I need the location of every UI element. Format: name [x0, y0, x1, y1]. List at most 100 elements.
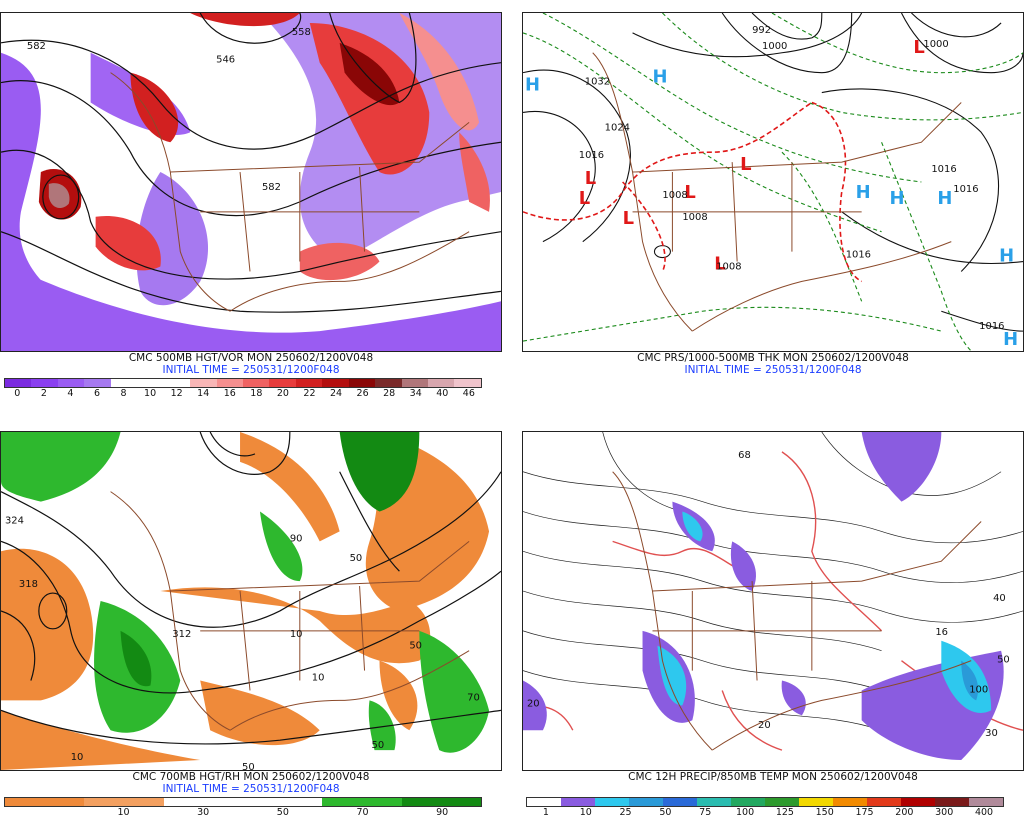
rh-label: 70 — [467, 692, 480, 703]
color-swatch — [454, 379, 481, 387]
map-precip-temp[interactable]: 68 40 16 100 20 30 50 20 — [522, 431, 1024, 771]
panel-title-text: CMC 700MB HGT/RH MON 250602/1200V048 — [132, 771, 370, 783]
color-swatch — [57, 379, 85, 387]
color-swatch — [629, 798, 663, 806]
scale-tick-label: 46 — [462, 388, 475, 399]
color-swatch — [84, 379, 111, 387]
isobar-label: 1032 — [585, 77, 610, 88]
scale-tick-label: 0 — [14, 388, 21, 399]
rh-label: 10 — [71, 752, 84, 763]
temp-label: 30 — [985, 728, 998, 739]
scale-tick-label: 50 — [659, 807, 672, 818]
color-swatch — [203, 798, 244, 806]
temp-label: 16 — [935, 627, 948, 638]
color-scale-bar — [4, 797, 482, 807]
initial-time: INITIAL TIME = 250531/1200F048 — [684, 364, 862, 376]
map-surface-pressure[interactable]: H H H H H H H H L L L L L L L 1032 1024 … — [522, 12, 1024, 352]
panel-500mb-vorticity: 582 546 558 582 CMC 500MB HGT/VOR MON 25… — [0, 0, 502, 400]
rh-label: 50 — [350, 553, 363, 564]
color-swatch — [595, 798, 629, 806]
color-swatch — [322, 798, 363, 806]
color-swatch — [5, 379, 32, 387]
isobar-label: 1008 — [662, 190, 687, 201]
scale-tick-label: 300 — [935, 807, 954, 818]
color-swatch — [867, 798, 901, 806]
isobar-label: 1016 — [931, 164, 956, 175]
scale-tick-label: 22 — [303, 388, 316, 399]
map-500mb-vorticity[interactable]: 582 546 558 582 — [0, 12, 502, 352]
scale-tick-label: 16 — [223, 388, 236, 399]
contour-label: 546 — [216, 55, 235, 66]
color-swatch — [697, 798, 731, 806]
color-swatch — [401, 798, 442, 806]
scale-tick-label: 200 — [895, 807, 914, 818]
scale-tick-label: 175 — [855, 807, 874, 818]
color-swatch — [441, 798, 482, 806]
scale-tick-label: 24 — [329, 388, 343, 399]
color-swatch — [190, 379, 217, 387]
color-swatch — [527, 798, 561, 806]
temp-label: 40 — [993, 593, 1006, 604]
color-swatch — [362, 798, 402, 806]
scale-tick-label: 1 — [542, 807, 549, 818]
color-scale-bar — [4, 378, 482, 388]
low-pressure-marker: L — [623, 208, 634, 229]
color-swatch — [124, 798, 164, 806]
color-swatch — [765, 798, 799, 806]
contour-label: 582 — [262, 182, 281, 193]
scale-tick-label: 125 — [775, 807, 794, 818]
high-pressure-marker: H — [890, 188, 905, 209]
rh-label: 10 — [290, 629, 303, 640]
scale-tick-label: 100 — [735, 807, 755, 818]
color-swatch — [295, 379, 323, 387]
color-swatch — [561, 798, 595, 806]
vorticity-map-graphic: 582 546 558 582 — [1, 13, 501, 351]
scale-tick-label: 75 — [699, 807, 712, 818]
low-pressure-marker: L — [740, 154, 751, 175]
isobar-label: 1016 — [953, 184, 978, 195]
color-swatch — [799, 798, 833, 806]
color-swatch — [216, 379, 243, 387]
color-swatch — [269, 379, 296, 387]
precip-map-graphic: 68 40 16 100 20 30 50 20 — [523, 432, 1023, 770]
scale-tick-label: 2 — [40, 388, 47, 399]
isobar-label: 1000 — [762, 41, 787, 52]
initial-time: INITIAL TIME = 250531/1200F048 — [162, 364, 340, 376]
high-pressure-marker: H — [856, 182, 871, 203]
scale-tick-label: 10 — [117, 807, 130, 818]
scale-tick-label: 10 — [579, 807, 592, 818]
scale-tick-label: 20 — [276, 388, 289, 399]
isobar-label: 1016 — [979, 321, 1004, 332]
scale-tick-label: 28 — [383, 388, 396, 399]
scale-tick-label: 40 — [436, 388, 449, 399]
color-swatch — [110, 379, 138, 387]
contour-label: 312 — [172, 629, 191, 640]
map-700mb-humidity[interactable]: 324 318 312 90 50 10 10 50 50 70 10 50 — [0, 431, 502, 771]
color-swatch — [243, 798, 283, 806]
scale-tick-label: 12 — [170, 388, 183, 399]
scale-tick-label: 14 — [197, 388, 210, 399]
rh-label: 10 — [312, 673, 325, 684]
color-swatch — [833, 798, 867, 806]
precip-label: 50 — [997, 655, 1010, 666]
color-swatch — [969, 798, 1003, 806]
contour-label: 324 — [5, 515, 24, 526]
low-pressure-marker: L — [714, 253, 725, 274]
temp-label: 68 — [738, 450, 751, 461]
initial-time: INITIAL TIME = 250531/1200F048 — [162, 783, 340, 795]
rh-label: 50 — [409, 641, 422, 652]
color-swatch — [282, 798, 323, 806]
isobar-label: 1008 — [682, 212, 707, 223]
scale-tick-label: 25 — [619, 807, 632, 818]
high-pressure-marker: H — [999, 246, 1014, 267]
scale-tick-label: 50 — [276, 807, 289, 818]
contour-label: 558 — [292, 27, 311, 38]
high-pressure-marker: H — [1003, 329, 1018, 350]
color-swatch — [44, 798, 85, 806]
color-swatch — [401, 379, 428, 387]
scale-tick-label: 8 — [120, 388, 127, 399]
color-scale-ticks: 0 2 4 6 8 10 12 14 16 18 20 22 24 26 28 34 40 46 — [4, 388, 482, 400]
scale-tick-label: 70 — [356, 807, 369, 818]
scale-tick-label: 150 — [815, 807, 834, 818]
color-scale-bar — [526, 797, 1004, 807]
